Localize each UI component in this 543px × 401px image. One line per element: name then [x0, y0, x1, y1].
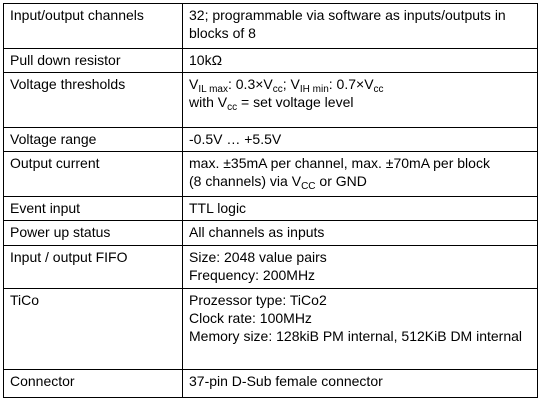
- value-cell: Prozessor type: TiCo2 Clock rate: 100MHz M…: [182, 288, 538, 370]
- table-row: Input/output channels 32; programmable vi…: [3, 3, 538, 49]
- label-cell: Voltage thresholds: [3, 72, 183, 128]
- subscript: cc: [227, 102, 238, 113]
- table-row: Input / output FIFO Size: 2048 value pair…: [3, 245, 538, 289]
- value-line: 37-pin D-Sub female connector: [189, 373, 383, 389]
- value-line: Prozessor type: TiCo2: [189, 292, 327, 308]
- value-line: blocks of 8: [189, 25, 256, 41]
- table-row: TiCo Prozessor type: TiCo2 Clock rate: 100…: [3, 288, 538, 370]
- text-part: with V: [189, 94, 228, 110]
- label-text: Input / output FIFO: [10, 249, 128, 265]
- table-row: Pull down resistor 10kΩ: [3, 48, 538, 73]
- subscript: cc: [373, 84, 384, 95]
- value-cell: TTL logic: [182, 196, 538, 221]
- text-part: = set voltage level: [237, 94, 354, 110]
- value-line: Memory size: 128kiB PM internal, 512KiB …: [189, 328, 523, 344]
- label-cell: Voltage range: [3, 127, 183, 152]
- subscript: CC: [301, 181, 316, 192]
- subscript: cc: [272, 84, 283, 95]
- table-row: Power up status All channels as inputs: [3, 220, 538, 246]
- table-row: Event input TTL logic: [3, 196, 538, 221]
- value-cell: -0.5V … +5.5V: [182, 127, 538, 152]
- table-row: Connector 37-pin D-Sub female connector: [3, 369, 538, 398]
- value-line: with Vcc = set voltage level: [189, 93, 532, 113]
- spec-table: Input/output channels 32; programmable vi…: [3, 3, 538, 398]
- text-part: : 0.7×V: [328, 76, 374, 92]
- value-line: Clock rate: 100MHz: [189, 310, 312, 326]
- value-line: 32; programmable via software as inputs/…: [189, 7, 506, 23]
- value-cell: max. ±35mA per channel, max. ±70mA per b…: [182, 151, 538, 197]
- label-cell: Output current: [3, 151, 183, 197]
- label-text: Voltage thresholds: [10, 76, 126, 92]
- label-cell: Input/output channels: [3, 3, 183, 49]
- value-line: VIL max: 0.3×Vcc; VIH min: 0.7×Vcc: [189, 75, 532, 95]
- value-line: max. ±35mA per channel, max. ±70mA per b…: [189, 155, 490, 171]
- value-line: Size: 2048 value pairs: [189, 249, 327, 265]
- label-text: Pull down resistor: [10, 52, 121, 68]
- text-part: : 0.3×V: [227, 76, 273, 92]
- value-line: Frequency: 200MHz: [189, 267, 316, 283]
- label-text: Power up status: [10, 224, 111, 240]
- value-cell: 37-pin D-Sub female connector: [182, 369, 538, 398]
- table-row: Voltage range -0.5V … +5.5V: [3, 127, 538, 152]
- text-part: or GND: [315, 173, 367, 189]
- value-line: TTL logic: [189, 200, 247, 216]
- label-cell: Pull down resistor: [3, 48, 183, 73]
- label-text: TiCo: [10, 292, 40, 308]
- label-cell: TiCo: [3, 288, 183, 370]
- label-text: Voltage range: [10, 131, 97, 147]
- value-line: (8 channels) via VCC or GND: [189, 172, 532, 192]
- value-line: 10kΩ: [189, 52, 223, 68]
- text-part: (8 channels) via V: [189, 173, 302, 189]
- label-text: Event input: [10, 200, 81, 216]
- table-row: Output current max. ±35mA per channel, ma…: [3, 151, 538, 197]
- label-text: Output current: [10, 155, 100, 171]
- label-cell: Power up status: [3, 220, 183, 246]
- label-cell: Event input: [3, 196, 183, 221]
- value-cell: VIL max: 0.3×Vcc; VIH min: 0.7×Vcc with V…: [182, 72, 538, 128]
- label-cell: Input / output FIFO: [3, 245, 183, 289]
- text-part: ; V: [282, 76, 300, 92]
- text-part: V: [189, 76, 199, 92]
- value-cell: 32; programmable via software as inputs/…: [182, 3, 538, 49]
- value-line: All channels as inputs: [189, 224, 325, 240]
- value-cell: All channels as inputs: [182, 220, 538, 246]
- value-cell: Size: 2048 value pairs Frequency: 200MHz: [182, 245, 538, 289]
- value-line: -0.5V … +5.5V: [189, 131, 282, 147]
- label-text: Connector: [10, 373, 75, 389]
- subscript: IL max: [198, 84, 228, 95]
- label-cell: Connector: [3, 369, 183, 398]
- value-cell: 10kΩ: [182, 48, 538, 73]
- subscript: IH min: [299, 84, 329, 95]
- label-text: Input/output channels: [10, 7, 144, 23]
- table-row: Voltage thresholds VIL max: 0.3×Vcc; VIH …: [3, 72, 538, 128]
